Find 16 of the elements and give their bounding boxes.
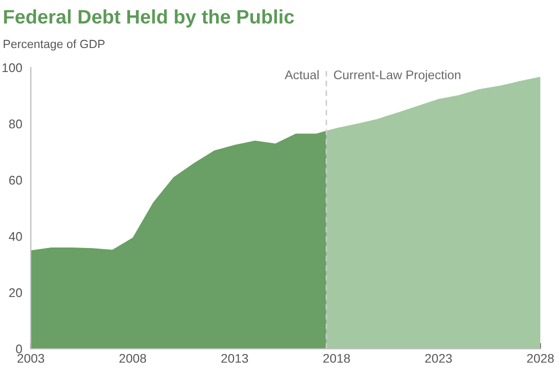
y-tick-label: 100 xyxy=(2,63,22,72)
x-tick-label: 2023 xyxy=(425,354,452,363)
y-tick-label: 40 xyxy=(8,232,22,241)
y-tick-label: 0 xyxy=(16,344,22,354)
x-tick-label: 2028 xyxy=(527,354,554,363)
y-axis-title: Percentage of GDP xyxy=(4,40,105,50)
chart-title: Federal Debt Held by the Public xyxy=(4,9,294,28)
y-tick-label: 20 xyxy=(9,288,22,298)
annotation: Actual xyxy=(284,70,319,80)
x-tick-label: 2018 xyxy=(323,354,350,363)
annotation: Current-Law Projection xyxy=(334,70,460,82)
x-tick-label: 2008 xyxy=(119,354,146,363)
x-tick-label: 2003 xyxy=(18,354,44,363)
y-tick-label: 80 xyxy=(9,120,22,128)
y-tick-label: 60 xyxy=(9,176,22,185)
x-tick-label: 2013 xyxy=(221,354,248,363)
